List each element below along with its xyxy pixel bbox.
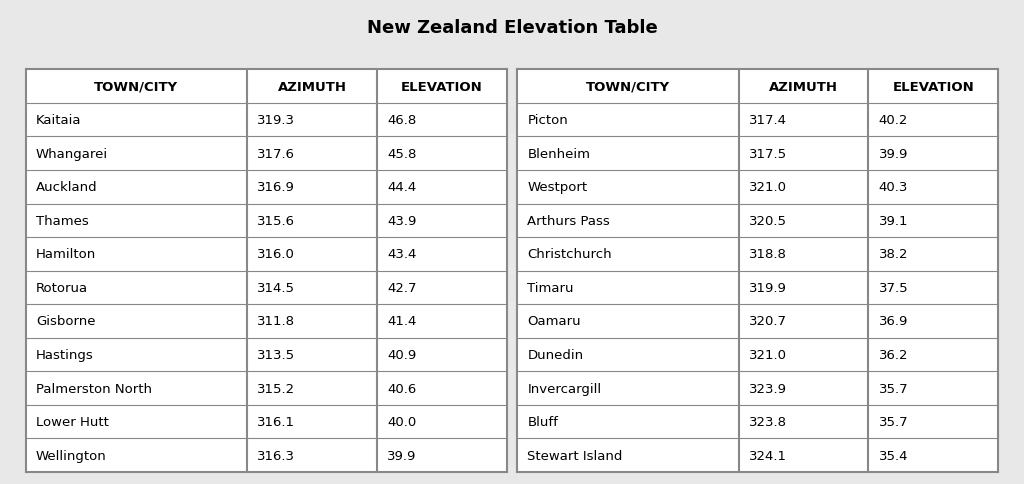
Text: 35.7: 35.7 xyxy=(879,382,908,394)
Text: 321.0: 321.0 xyxy=(749,181,786,194)
Text: 321.0: 321.0 xyxy=(749,348,786,361)
Text: Blenheim: Blenheim xyxy=(527,148,591,160)
Bar xyxy=(517,70,998,472)
Text: 316.0: 316.0 xyxy=(257,248,295,261)
Text: 39.9: 39.9 xyxy=(879,148,908,160)
Text: 40.3: 40.3 xyxy=(879,181,908,194)
Text: 323.9: 323.9 xyxy=(749,382,786,394)
Text: 36.9: 36.9 xyxy=(879,315,908,328)
Text: ELEVATION: ELEVATION xyxy=(401,80,482,93)
Text: 313.5: 313.5 xyxy=(257,348,295,361)
Text: 39.1: 39.1 xyxy=(879,214,908,227)
Text: Westport: Westport xyxy=(527,181,588,194)
Text: Lower Hutt: Lower Hutt xyxy=(36,415,109,428)
Text: 40.2: 40.2 xyxy=(879,114,908,127)
Text: ELEVATION: ELEVATION xyxy=(893,80,974,93)
Text: Arthurs Pass: Arthurs Pass xyxy=(527,214,610,227)
Text: 324.1: 324.1 xyxy=(749,449,786,462)
Text: 316.9: 316.9 xyxy=(257,181,295,194)
Text: 315.6: 315.6 xyxy=(257,214,295,227)
Text: Gisborne: Gisborne xyxy=(36,315,95,328)
Text: 39.9: 39.9 xyxy=(387,449,417,462)
Text: 314.5: 314.5 xyxy=(257,281,295,294)
Text: 40.0: 40.0 xyxy=(387,415,417,428)
Text: 323.8: 323.8 xyxy=(749,415,786,428)
Text: 316.1: 316.1 xyxy=(257,415,295,428)
Text: 320.5: 320.5 xyxy=(749,214,786,227)
Text: 40.9: 40.9 xyxy=(387,348,417,361)
Text: 36.2: 36.2 xyxy=(879,348,908,361)
Text: 37.5: 37.5 xyxy=(879,281,908,294)
Text: Stewart Island: Stewart Island xyxy=(527,449,623,462)
Text: TOWN/CITY: TOWN/CITY xyxy=(94,80,178,93)
Text: 35.7: 35.7 xyxy=(879,415,908,428)
Text: Palmerston North: Palmerston North xyxy=(36,382,152,394)
Text: TOWN/CITY: TOWN/CITY xyxy=(586,80,670,93)
Text: Invercargill: Invercargill xyxy=(527,382,601,394)
Text: 319.3: 319.3 xyxy=(257,114,295,127)
Text: 317.5: 317.5 xyxy=(749,148,786,160)
Text: 311.8: 311.8 xyxy=(257,315,295,328)
Text: 318.8: 318.8 xyxy=(749,248,786,261)
Text: AZIMUTH: AZIMUTH xyxy=(769,80,838,93)
Text: Timaru: Timaru xyxy=(527,281,573,294)
Text: 38.2: 38.2 xyxy=(879,248,908,261)
Text: 320.7: 320.7 xyxy=(749,315,786,328)
Text: Oamaru: Oamaru xyxy=(527,315,581,328)
Bar xyxy=(26,70,507,472)
Text: Dunedin: Dunedin xyxy=(527,348,584,361)
Text: Hastings: Hastings xyxy=(36,348,93,361)
Text: Picton: Picton xyxy=(527,114,568,127)
Text: New Zealand Elevation Table: New Zealand Elevation Table xyxy=(367,19,657,37)
Text: 315.2: 315.2 xyxy=(257,382,295,394)
Text: Hamilton: Hamilton xyxy=(36,248,96,261)
Text: 317.4: 317.4 xyxy=(749,114,786,127)
Text: 46.8: 46.8 xyxy=(387,114,417,127)
Text: 319.9: 319.9 xyxy=(749,281,786,294)
Text: Christchurch: Christchurch xyxy=(527,248,612,261)
Text: 45.8: 45.8 xyxy=(387,148,417,160)
Text: 317.6: 317.6 xyxy=(257,148,295,160)
Text: 316.3: 316.3 xyxy=(257,449,295,462)
Text: AZIMUTH: AZIMUTH xyxy=(278,80,346,93)
Text: Bluff: Bluff xyxy=(527,415,558,428)
Text: Rotorua: Rotorua xyxy=(36,281,88,294)
Text: 44.4: 44.4 xyxy=(387,181,417,194)
Text: Whangarei: Whangarei xyxy=(36,148,108,160)
Text: 40.6: 40.6 xyxy=(387,382,417,394)
Text: 43.4: 43.4 xyxy=(387,248,417,261)
Text: 42.7: 42.7 xyxy=(387,281,417,294)
Text: Wellington: Wellington xyxy=(36,449,106,462)
Text: Kaitaia: Kaitaia xyxy=(36,114,81,127)
Text: 41.4: 41.4 xyxy=(387,315,417,328)
Text: 43.9: 43.9 xyxy=(387,214,417,227)
Text: 35.4: 35.4 xyxy=(879,449,908,462)
Text: Auckland: Auckland xyxy=(36,181,97,194)
Text: Thames: Thames xyxy=(36,214,89,227)
